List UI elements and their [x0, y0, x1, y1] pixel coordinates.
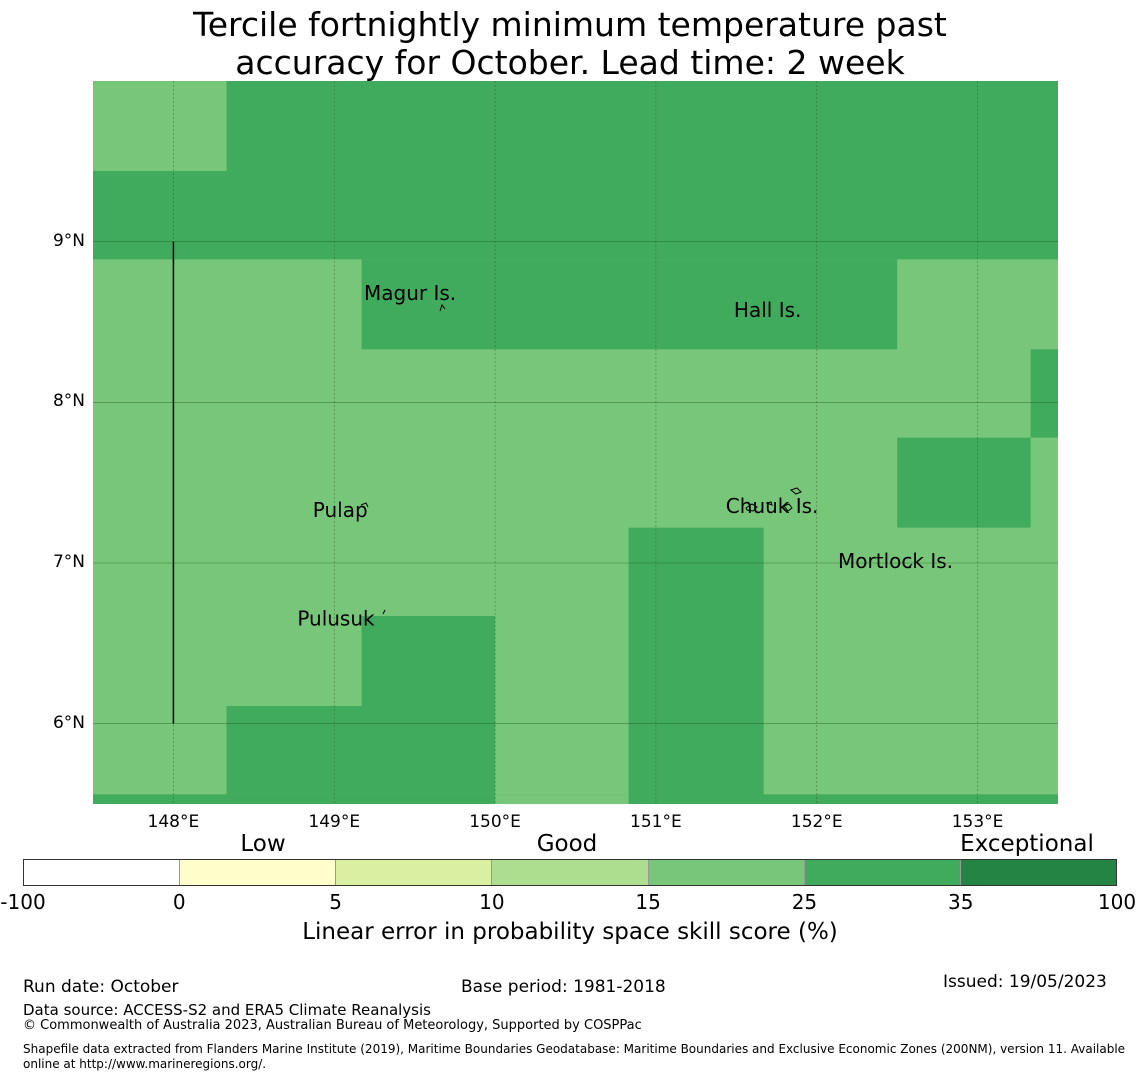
island-label: Chuuk Is. — [726, 494, 819, 518]
skill-cell-25-35 — [1030, 349, 1058, 438]
colorbar-segment — [960, 860, 1116, 885]
mortlock-coastline — [908, 563, 913, 568]
colorbar-segment — [180, 860, 337, 885]
lon-tick-label: 150°E — [469, 812, 521, 832]
colorbar — [23, 859, 1117, 886]
island-label: Pulusuk — [297, 606, 375, 630]
skill-cell-25-35 — [226, 705, 496, 795]
lat-tick-label: 6°N — [52, 712, 85, 733]
colorbar-tick-label: 15 — [635, 890, 661, 914]
copyright: © Commonwealth of Australia 2023, Austra… — [23, 1018, 642, 1033]
skill-cell-25-35 — [226, 81, 1058, 171]
data-source: Data source: ACCESS-S2 and ERA5 Climate … — [23, 1001, 431, 1019]
skill-cell-25-35 — [628, 527, 764, 804]
shapefile-credit-line-2: online at http://www.marineregions.org/. — [23, 1057, 267, 1071]
colorbar-segment — [804, 860, 961, 885]
colorbar-segment — [492, 860, 649, 885]
skill-cell-25-35 — [897, 437, 1031, 528]
colorbar-tick-label: 100 — [1097, 890, 1137, 914]
run-date: Run date: October — [23, 977, 179, 997]
island-label: Mortlock Is. — [838, 549, 953, 573]
lon-tick-label: 152°E — [790, 812, 843, 832]
skill-cell-15-25 — [495, 794, 629, 804]
island-label: Magur Is. — [364, 281, 456, 305]
pulap-coastline — [360, 502, 369, 508]
skill-map: Magur Is. Hall Is. Pulap Chuuk Is. Mortlock … — [93, 81, 1058, 804]
colorbar-tick-label: 35 — [947, 890, 974, 914]
colorbar-tick-label: 0 — [172, 890, 186, 914]
island-label: Pulap — [313, 498, 368, 522]
lon-tick-label: 151°E — [630, 812, 682, 832]
island-label: Hall Is. — [734, 298, 801, 322]
colorbar-label: Linear error in probability space skill … — [302, 919, 838, 945]
issued-date: Issued: 19/05/2023 — [943, 972, 1107, 992]
skill-cell-25-35 — [93, 170, 1058, 260]
magur-coastline — [439, 303, 446, 312]
skill-cell-25-35 — [361, 616, 496, 706]
chuuk-coastline — [745, 487, 802, 512]
lat-tick-label: 7°N — [52, 552, 85, 572]
colorbar-tick-label: 5 — [329, 890, 342, 914]
colorbar-segment — [648, 860, 805, 885]
colorbar-tick-label: 10 — [479, 890, 505, 914]
colorbar-tick-label: 25 — [791, 890, 818, 914]
title-line-1: Tercile fortnightly minimum temperature … — [193, 5, 947, 44]
shapefile-credit-line-1: Shapefile data extracted from Flanders M… — [23, 1042, 1126, 1056]
lon-tick-label: 149°E — [308, 812, 361, 832]
lon-tick-label: 148°E — [147, 812, 200, 832]
pulusuk-coastline — [382, 609, 386, 615]
colorbar-segment — [24, 860, 181, 885]
colorbar-category-low: Low — [240, 831, 286, 857]
lon-tick-label: 153°E — [951, 812, 1004, 832]
colorbar-category-good: Good — [536, 831, 598, 857]
colorbar-tick-label: -100 — [0, 890, 46, 914]
skill-cell-25-35 — [361, 259, 898, 350]
lat-tick-label: 9°N — [52, 230, 85, 251]
base-period: Base period: 1981-2018 — [461, 977, 666, 997]
lat-tick-label: 8°N — [52, 391, 85, 412]
colorbar-segment — [336, 860, 493, 885]
colorbar-category-exceptional: Exceptional — [960, 831, 1094, 857]
title-line-2: accuracy for October. Lead time: 2 week — [235, 43, 905, 82]
map-title: Tercile fortnightly minimum temperature … — [0, 6, 1140, 82]
